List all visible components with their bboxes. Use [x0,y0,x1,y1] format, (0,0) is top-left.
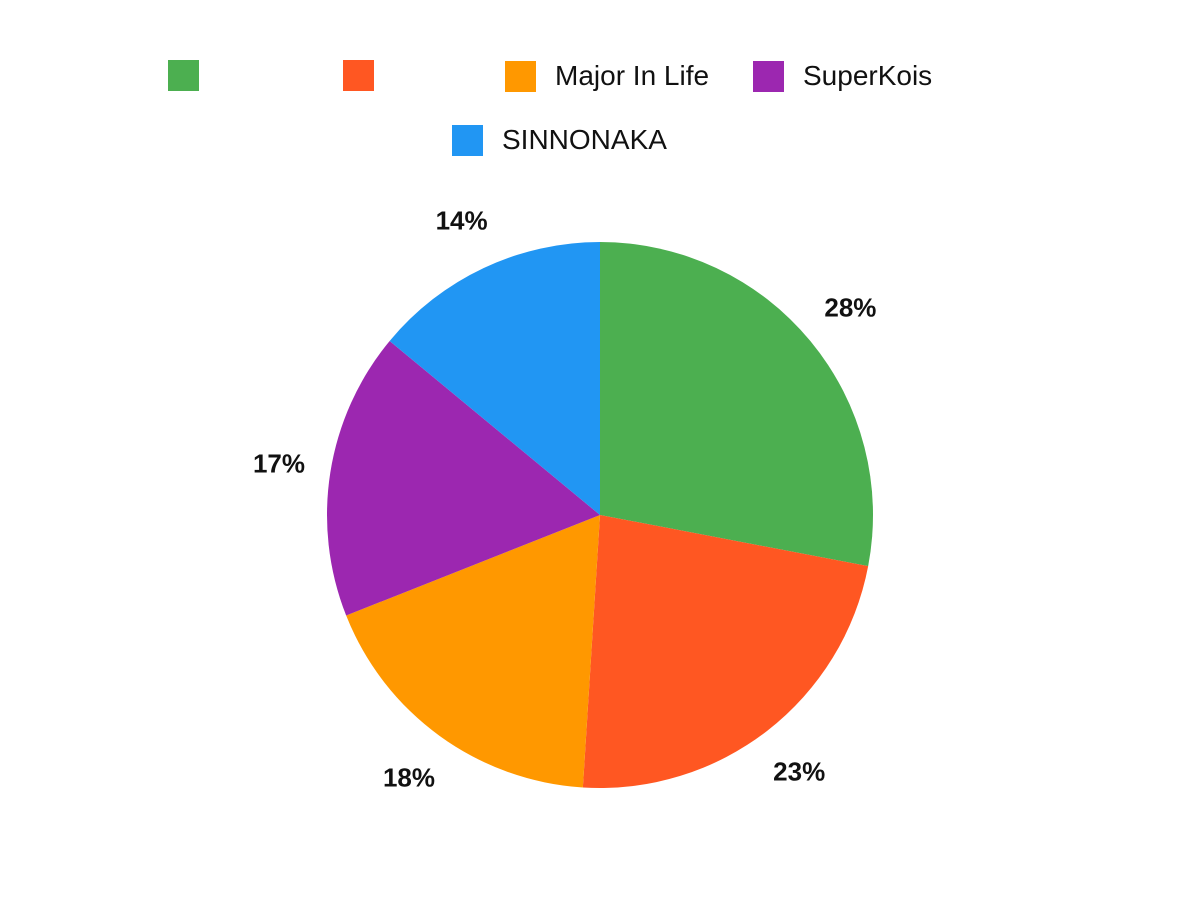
pie-value-label: 17% [252,448,306,479]
pie-value-label: 28% [824,292,877,323]
legend-swatch [343,60,374,91]
pie-slice [326,340,600,616]
pie-value-label: 14% [435,205,488,236]
legend-swatch [452,124,483,156]
pie-value-label: 18% [382,762,435,793]
pie-slice [346,515,600,788]
legend-label: SuperKois [803,60,933,91]
legend-item: SuperKois [753,60,932,92]
legend-swatch [505,60,536,92]
legend-label: SINNONAKA [502,124,667,155]
legend-swatch [168,60,199,91]
pie-slice [600,242,873,567]
legend-label: Major In Life [555,60,710,91]
legend-item [343,60,393,91]
legend-item: SINNONAKA [452,124,667,156]
legend-swatch [753,60,784,92]
pie-slice [389,241,600,515]
pie-slice [582,515,869,788]
legend-item [168,60,218,91]
pie-value-label: 23% [773,756,826,787]
legend-item: Major In Life [505,60,709,92]
